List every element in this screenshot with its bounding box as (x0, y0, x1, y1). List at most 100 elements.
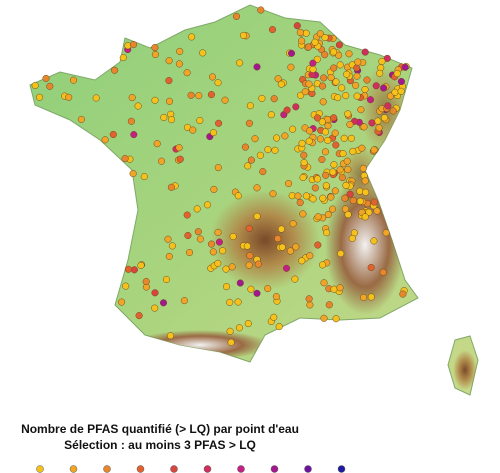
water-point (193, 205, 201, 213)
legend-swatch (337, 465, 346, 473)
water-point (292, 103, 300, 111)
water-point (215, 238, 223, 246)
water-point (352, 81, 360, 89)
water-point (199, 49, 207, 57)
legend-swatch (203, 465, 212, 473)
water-point (270, 313, 278, 321)
water-point (253, 289, 261, 297)
water-point (207, 240, 216, 248)
water-point (151, 44, 159, 52)
water-point (122, 282, 130, 290)
water-point (401, 63, 409, 71)
water-point (305, 43, 313, 51)
water-point (210, 185, 218, 193)
water-point (314, 241, 322, 249)
water-point (380, 84, 388, 92)
water-point (370, 237, 378, 245)
water-point (188, 33, 196, 41)
water-point (344, 110, 352, 118)
water-point (367, 293, 375, 301)
water-point (330, 48, 338, 56)
water-point (127, 117, 135, 125)
water-point (167, 116, 176, 124)
water-point (134, 102, 142, 110)
water-point (330, 285, 338, 293)
water-point (293, 22, 301, 30)
water-point (243, 242, 251, 250)
legend-title: Nombre de PFAS quantifié (> LQ) par poin… (21, 422, 299, 436)
water-point (298, 257, 306, 265)
water-point (397, 87, 405, 95)
water-point (236, 279, 244, 287)
water-point (383, 54, 391, 62)
water-point (277, 80, 285, 88)
water-point (384, 102, 392, 110)
water-point (35, 93, 44, 101)
water-point (361, 85, 369, 94)
water-point (379, 268, 387, 276)
legend-swatch (170, 465, 178, 473)
water-point (343, 70, 351, 78)
water-point (118, 298, 126, 306)
water-point (324, 210, 332, 219)
water-point (328, 205, 337, 213)
water-point (305, 295, 313, 303)
water-point (300, 159, 308, 167)
water-point (302, 192, 310, 200)
water-point (336, 284, 344, 292)
water-point (208, 73, 217, 81)
water-point (268, 26, 277, 34)
water-point (322, 182, 330, 190)
water-point (321, 128, 330, 136)
water-point (389, 107, 397, 115)
water-point (229, 232, 237, 241)
water-point (259, 168, 267, 176)
water-point (221, 96, 229, 104)
water-point (380, 114, 389, 122)
water-point (274, 235, 282, 243)
water-point (370, 146, 378, 154)
water-point (121, 155, 129, 163)
water-point (282, 264, 291, 272)
water-point (336, 61, 344, 69)
water-point (287, 63, 295, 71)
water-point (257, 6, 265, 14)
water-point (331, 187, 339, 195)
water-point (175, 60, 183, 68)
water-point (183, 211, 191, 219)
water-point (382, 229, 390, 237)
water-point (187, 91, 195, 99)
legend-swatch (103, 465, 111, 473)
water-point (324, 122, 332, 130)
water-point (253, 63, 261, 71)
water-point (176, 155, 184, 163)
water-point (283, 106, 291, 114)
water-point (356, 187, 364, 195)
water-point (111, 66, 119, 74)
water-point (180, 297, 188, 305)
water-point (267, 111, 275, 119)
legend-swatch (136, 465, 145, 473)
water-point (361, 177, 369, 185)
water-point (130, 131, 138, 139)
water-point (305, 80, 313, 88)
water-point (129, 170, 137, 178)
water-point (378, 57, 386, 65)
water-point (353, 92, 361, 100)
water-point (129, 41, 138, 49)
water-point (356, 197, 364, 205)
water-point (109, 130, 117, 139)
water-point (331, 129, 339, 137)
water-point (92, 94, 100, 102)
water-point (165, 252, 173, 260)
water-point (345, 50, 353, 58)
water-point (256, 151, 264, 159)
water-point (386, 92, 394, 100)
water-point (338, 174, 346, 182)
water-point (275, 323, 283, 331)
water-point (354, 58, 362, 66)
water-point (269, 190, 277, 198)
water-point (318, 118, 326, 126)
water-point (184, 231, 192, 240)
water-point (321, 51, 329, 59)
